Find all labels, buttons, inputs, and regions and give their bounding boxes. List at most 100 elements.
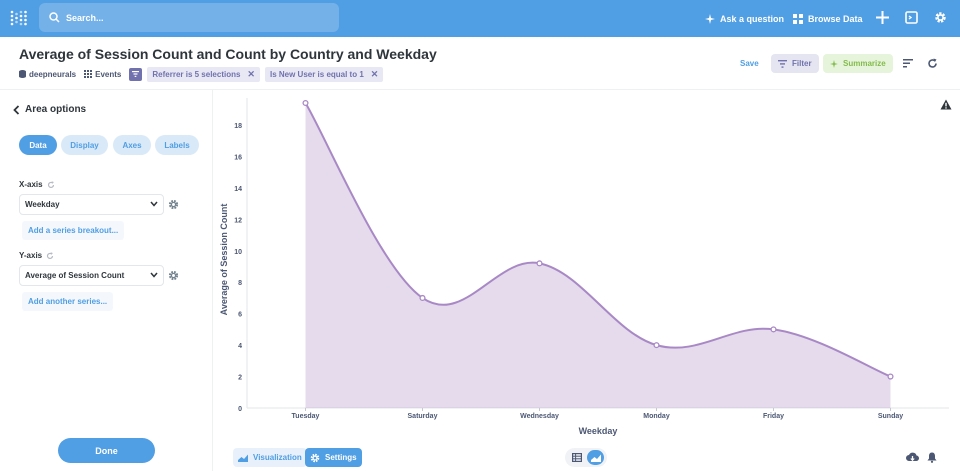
question-footer: Visualization Settings [214,443,960,471]
y-axis-title: Average of Session Count [219,204,229,316]
x-axis-title: Weekday [579,426,618,436]
x-tick-label: Tuesday [292,413,320,420]
table-name: Events [95,69,122,79]
area-chart: 0 2 4 6 8 10 12 14 16 18 Tuesday Saturday Wednesday M… [219,98,949,436]
database-crumb[interactable]: deepneurals [19,70,76,79]
database-icon [19,70,26,78]
tab-labels[interactable]: Labels [155,135,199,155]
close-icon[interactable]: ✕ [370,68,379,79]
data-point [302,99,309,107]
x-axis-value: Weekday [25,200,60,209]
reset-icon[interactable] [47,180,55,189]
reset-icon[interactable] [46,251,54,260]
browse-data-button[interactable]: Browse Data [793,0,863,37]
y-axis-label: Y-axis [19,251,43,260]
filter-toggle-icon[interactable] [129,67,143,81]
refresh-icon[interactable] [927,58,938,69]
visualization-button-label: Visualization [253,453,302,462]
settings-button-label: Settings [325,453,357,462]
visualization-button[interactable]: Visualization [233,448,307,467]
table-icon [572,453,582,462]
chevron-down-icon [150,201,158,207]
search-icon [49,12,60,23]
metabase-logo-icon[interactable] [10,9,28,27]
chart-area: 0 2 4 6 8 10 12 14 16 18 Tuesday Saturday Wednesday M… [214,90,960,443]
summarize-button[interactable]: Summarize [823,54,893,73]
question-title[interactable]: Average of Session Count and Count by Co… [19,46,437,62]
download-icon[interactable] [906,452,919,463]
filter-pill-label: Referrer is 5 selections [152,69,241,79]
y-tick-label: 16 [234,154,242,161]
table-crumb[interactable]: Events [84,70,121,79]
gear-icon[interactable] [934,11,947,24]
save-button[interactable]: Save [740,59,759,68]
filter-button[interactable]: Filter [771,54,819,73]
y-axis-section-label: Y-axis [19,251,54,260]
y-axis-select[interactable]: Average of Session Count [19,265,164,286]
top-navigation-bar: Search... Ask a question Browse Data [0,0,960,37]
data-point [653,342,660,349]
gear-icon [310,453,320,462]
filter-pill-label: Is New User is equal to 1 [269,69,364,79]
x-tick-label: Sunday [878,413,903,420]
y-axis-value: Average of Session Count [25,271,125,280]
filter-button-label: Filter [792,59,812,68]
gear-icon[interactable] [168,199,179,210]
notebook-icon[interactable] [903,59,913,68]
x-axis-select[interactable]: Weekday [19,194,164,215]
snippet-icon[interactable] [905,11,918,24]
add-series-breakout-button[interactable]: Add a series breakout... [22,221,125,240]
y-tick-label: 10 [234,249,242,256]
x-tick-label: Wednesday [520,413,559,420]
sidebar-title: Area options [25,104,87,115]
x-axis-label: X-axis [19,180,43,189]
add-icon[interactable] [876,11,889,24]
x-tick-label: Saturday [408,413,438,420]
search-placeholder: Search... [66,12,104,23]
table-view-toggle[interactable] [569,450,585,465]
data-point [887,373,894,380]
close-icon[interactable]: ✕ [247,68,255,79]
settings-button[interactable]: Settings [305,448,362,467]
data-point [419,294,426,301]
grid-icon [793,13,803,24]
search-input[interactable]: Search... [39,3,339,32]
data-point [536,260,543,267]
y-tick-label: 18 [234,123,242,130]
filter-pill-referrer[interactable]: Referrer is 5 selections ✕ [147,66,260,82]
area-chart-icon [238,454,248,462]
x-tick-label: Monday [643,413,670,420]
breadcrumb: deepneurals Events Referrer is 5 selecti… [19,66,388,82]
warning-icon[interactable] [940,99,952,110]
summarize-button-label: Summarize [843,59,886,68]
y-tick-label: 0 [238,406,242,413]
y-tick-label: 4 [238,343,242,350]
y-tick-label: 8 [238,280,242,287]
add-another-series-button[interactable]: Add another series... [22,292,114,311]
tab-data[interactable]: Data [19,135,57,155]
tab-display[interactable]: Display [61,135,108,155]
question-header: Average of Session Count and Count by Co… [0,37,960,90]
sidebar-back-button[interactable]: Area options [13,104,86,115]
gear-icon[interactable] [168,270,179,281]
view-mode-toggle [565,448,607,467]
y-tick-label: 2 [238,375,242,382]
chart-view-toggle[interactable] [587,450,604,465]
table-icon [84,70,93,78]
done-button[interactable]: Done [58,438,155,463]
tab-axes[interactable]: Axes [113,135,151,155]
bell-icon[interactable] [927,452,937,463]
sparkle-icon [705,13,715,24]
chevron-left-icon [13,104,20,115]
series-area [305,103,891,408]
visualization-settings-sidebar: Area options Data Display Axes Labels X-… [0,90,213,471]
ask-question-button[interactable]: Ask a question [705,0,784,37]
filter-icon [778,59,787,68]
y-tick-label: 14 [234,186,242,193]
ask-question-label: Ask a question [720,13,785,24]
area-chart-icon [590,454,601,462]
data-point [770,326,777,333]
y-tick-label: 6 [238,312,242,319]
filter-pill-new-user[interactable]: Is New User is equal to 1 ✕ [264,66,384,82]
chevron-down-icon [150,272,158,278]
